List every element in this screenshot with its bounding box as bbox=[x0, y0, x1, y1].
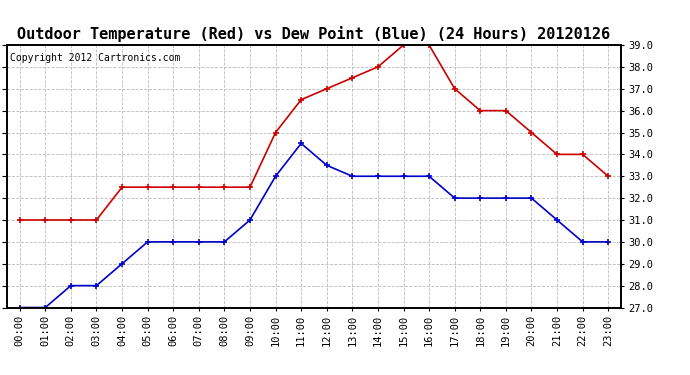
Text: Copyright 2012 Cartronics.com: Copyright 2012 Cartronics.com bbox=[10, 53, 180, 63]
Title: Outdoor Temperature (Red) vs Dew Point (Blue) (24 Hours) 20120126: Outdoor Temperature (Red) vs Dew Point (… bbox=[17, 27, 611, 42]
